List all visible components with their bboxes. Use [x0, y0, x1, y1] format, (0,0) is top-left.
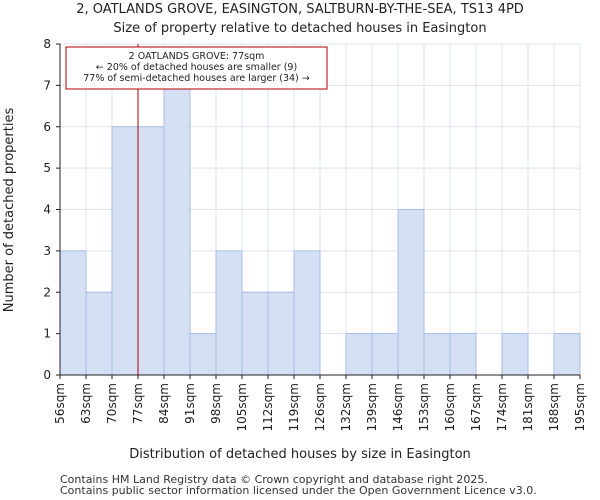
- x-tick-label-63sqm: 63sqm: [79, 383, 93, 424]
- bar-160sqm: [449, 333, 477, 376]
- x-tick-label-167sqm: 167sqm: [469, 383, 483, 431]
- bar-77sqm: [137, 126, 165, 376]
- y-tick-label-8: 8: [43, 37, 51, 51]
- bar-119sqm: [293, 250, 321, 376]
- bar-153sqm: [423, 333, 451, 376]
- x-tick-label-77sqm: 77sqm: [131, 383, 145, 424]
- y-tick-label-0: 0: [43, 368, 51, 382]
- y-tick-label-5: 5: [43, 161, 51, 175]
- bar-132sqm: [345, 333, 373, 376]
- x-tick-label-70sqm: 70sqm: [105, 383, 119, 424]
- bar-63sqm: [85, 291, 113, 376]
- bars: [59, 84, 581, 376]
- x-tick-label-119sqm: 119sqm: [287, 383, 301, 431]
- x-tick-label-160sqm: 160sqm: [443, 383, 457, 431]
- annotation-line-3: 77% of semi-detached houses are larger (…: [83, 73, 310, 84]
- x-tick-label-153sqm: 153sqm: [417, 383, 431, 431]
- y-axis-label: Number of detached properties: [2, 108, 17, 313]
- x-tick-label-98sqm: 98sqm: [209, 383, 223, 424]
- y-tick-label-1: 1: [43, 327, 51, 341]
- x-tick-label-195sqm: 195sqm: [573, 383, 587, 431]
- bar-174sqm: [501, 333, 529, 376]
- y-tick-label-2: 2: [43, 285, 51, 299]
- x-tick-label-181sqm: 181sqm: [521, 383, 535, 431]
- footer-line-2: Contains public sector information licen…: [60, 484, 537, 497]
- bar-188sqm: [553, 333, 581, 376]
- bar-91sqm: [189, 333, 217, 376]
- x-tick-label-112sqm: 112sqm: [261, 383, 275, 431]
- x-axis-label: Distribution of detached houses by size …: [129, 447, 471, 462]
- x-tick-label-139sqm: 139sqm: [365, 383, 379, 431]
- axes: 0 1 2 3 4 5 6 7 8 56sqm 63sqm 70sqm 77sqm 84sqm 91sqm 9…: [43, 37, 587, 431]
- bar-139sqm: [371, 333, 399, 376]
- chart-title: 2, OATLANDS GROVE, EASINGTON, SALTBURN-B…: [76, 2, 524, 17]
- bar-70sqm: [111, 126, 139, 376]
- annotation-line-1: 2 OATLANDS GROVE: 77sqm: [129, 51, 265, 62]
- y-tick-label-4: 4: [43, 203, 51, 217]
- y-tick-label-7: 7: [43, 78, 51, 92]
- chart-subtitle: Size of property relative to detached ho…: [113, 21, 486, 36]
- annotation-box: [65, 46, 328, 90]
- x-tick-label-132sqm: 132sqm: [339, 383, 353, 431]
- x-tick-label-91sqm: 91sqm: [183, 383, 197, 424]
- x-tick-label-174sqm: 174sqm: [495, 383, 509, 431]
- annotation-line-2: ← 20% of detached houses are smaller (9): [96, 62, 297, 73]
- footer-line-1: Contains HM Land Registry data © Crown c…: [60, 473, 488, 486]
- x-tick-label-126sqm: 126sqm: [313, 383, 327, 431]
- bar-56sqm: [59, 250, 87, 376]
- y-tick-label-3: 3: [43, 244, 51, 258]
- x-tick-label-188sqm: 188sqm: [547, 383, 561, 431]
- bar-112sqm: [267, 291, 295, 376]
- marker: 2 OATLANDS GROVE: 77sqm← 20% of detached…: [65, 44, 328, 375]
- x-tick-label-56sqm: 56sqm: [53, 383, 67, 424]
- x-tick-label-146sqm: 146sqm: [391, 383, 405, 431]
- x-tick-label-84sqm: 84sqm: [157, 383, 171, 424]
- bar-105sqm: [241, 291, 269, 376]
- bar-146sqm: [397, 209, 425, 376]
- bar-84sqm: [163, 84, 191, 376]
- bar-98sqm: [215, 250, 243, 376]
- y-tick-label-6: 6: [43, 120, 51, 134]
- x-tick-label-105sqm: 105sqm: [235, 383, 249, 431]
